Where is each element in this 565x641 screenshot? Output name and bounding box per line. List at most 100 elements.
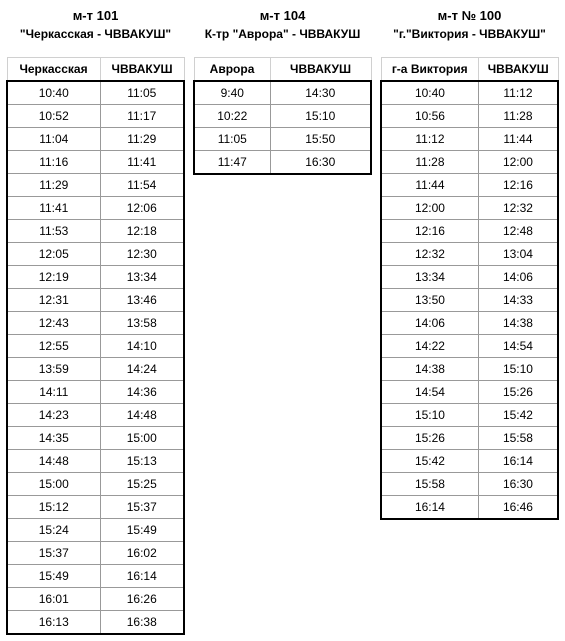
time-cell: 15:00 xyxy=(7,473,100,496)
time-cell: 16:38 xyxy=(100,611,184,635)
table-row: 10:5211:17 xyxy=(7,105,184,128)
time-cell: 12:32 xyxy=(478,197,558,220)
col-header: Черкасская xyxy=(7,58,100,82)
time-cell: 14:10 xyxy=(100,335,184,358)
table-row: 15:0015:25 xyxy=(7,473,184,496)
table-row: 12:1612:48 xyxy=(381,220,558,243)
table-row: 10:4011:05 xyxy=(7,81,184,105)
time-cell: 15:10 xyxy=(270,105,371,128)
time-cell: 11:29 xyxy=(7,174,100,197)
time-cell: 12:05 xyxy=(7,243,100,266)
time-cell: 12:55 xyxy=(7,335,100,358)
time-cell: 15:58 xyxy=(478,427,558,450)
table-row: 11:2812:00 xyxy=(381,151,558,174)
time-cell: 11:47 xyxy=(194,151,270,175)
time-cell: 12:19 xyxy=(7,266,100,289)
time-cell: 14:38 xyxy=(381,358,478,381)
time-cell: 14:48 xyxy=(100,404,184,427)
time-cell: 16:02 xyxy=(100,542,184,565)
table-row: 13:5914:24 xyxy=(7,358,184,381)
table-row: 15:2415:49 xyxy=(7,519,184,542)
time-cell: 12:31 xyxy=(7,289,100,312)
col-header: г-а Виктория xyxy=(381,58,478,82)
table-body: 10:4011:1210:5611:2811:1211:4411:2812:00… xyxy=(381,81,558,519)
time-cell: 11:17 xyxy=(100,105,184,128)
table-row: 15:5816:30 xyxy=(381,473,558,496)
time-cell: 15:42 xyxy=(381,450,478,473)
table-row: 10:4011:12 xyxy=(381,81,558,105)
time-cell: 14:38 xyxy=(478,312,558,335)
table-row: 12:0512:30 xyxy=(7,243,184,266)
time-cell: 14:30 xyxy=(270,81,371,105)
route-title: м-т 101 xyxy=(6,6,185,25)
table-row: 12:1913:34 xyxy=(7,266,184,289)
time-cell: 16:14 xyxy=(100,565,184,588)
time-cell: 13:04 xyxy=(478,243,558,266)
time-cell: 16:30 xyxy=(478,473,558,496)
time-cell: 14:23 xyxy=(7,404,100,427)
route-block-104: м-т 104 К-тр "Аврора" - ЧВВАКУШ Аврора Ч… xyxy=(193,6,372,175)
time-cell: 12:16 xyxy=(381,220,478,243)
route-block-101: м-т 101 "Черкасская - ЧВВАКУШ" Черкасска… xyxy=(6,6,185,635)
time-cell: 11:12 xyxy=(381,128,478,151)
table-row: 11:1211:44 xyxy=(381,128,558,151)
table-row: 11:4716:30 xyxy=(194,151,371,175)
time-cell: 15:10 xyxy=(478,358,558,381)
time-cell: 11:41 xyxy=(7,197,100,220)
time-cell: 10:40 xyxy=(7,81,100,105)
time-cell: 14:06 xyxy=(478,266,558,289)
time-cell: 11:44 xyxy=(478,128,558,151)
time-cell: 15:13 xyxy=(100,450,184,473)
table-row: 15:2615:58 xyxy=(381,427,558,450)
table-row: 10:5611:28 xyxy=(381,105,558,128)
time-cell: 10:52 xyxy=(7,105,100,128)
time-cell: 15:50 xyxy=(270,128,371,151)
schedule-table-101: Черкасская ЧВВАКУШ 10:4011:0510:5211:171… xyxy=(6,57,185,635)
time-cell: 15:10 xyxy=(381,404,478,427)
time-cell: 15:37 xyxy=(7,542,100,565)
time-cell: 9:40 xyxy=(194,81,270,105)
time-cell: 12:18 xyxy=(100,220,184,243)
schedule-table-104: Аврора ЧВВАКУШ 9:4014:3010:2215:1011:051… xyxy=(193,57,372,175)
time-cell: 12:16 xyxy=(478,174,558,197)
table-row: 14:1114:36 xyxy=(7,381,184,404)
time-cell: 15:37 xyxy=(100,496,184,519)
time-cell: 13:50 xyxy=(381,289,478,312)
col-header: ЧВВАКУШ xyxy=(270,58,371,82)
time-cell: 14:24 xyxy=(100,358,184,381)
time-cell: 11:12 xyxy=(478,81,558,105)
table-row: 11:4112:06 xyxy=(7,197,184,220)
table-row: 12:4313:58 xyxy=(7,312,184,335)
col-header: Аврора xyxy=(194,58,270,82)
time-cell: 16:01 xyxy=(7,588,100,611)
time-cell: 13:58 xyxy=(100,312,184,335)
table-row: 13:3414:06 xyxy=(381,266,558,289)
table-row: 15:4216:14 xyxy=(381,450,558,473)
time-cell: 11:28 xyxy=(381,151,478,174)
table-row: 14:2314:48 xyxy=(7,404,184,427)
table-row: 11:0515:50 xyxy=(194,128,371,151)
time-cell: 15:26 xyxy=(478,381,558,404)
time-cell: 11:54 xyxy=(100,174,184,197)
time-cell: 11:16 xyxy=(7,151,100,174)
time-cell: 16:46 xyxy=(478,496,558,520)
col-header: ЧВВАКУШ xyxy=(100,58,184,82)
time-cell: 15:24 xyxy=(7,519,100,542)
schedule-table-100: г-а Виктория ЧВВАКУШ 10:4011:1210:5611:2… xyxy=(380,57,559,520)
table-body: 10:4011:0510:5211:1711:04 11:2911:16 11:41… xyxy=(7,81,184,634)
time-cell: 15:42 xyxy=(478,404,558,427)
time-cell: 12:43 xyxy=(7,312,100,335)
time-cell: 11:04 xyxy=(7,128,100,151)
time-cell: 11:05 xyxy=(194,128,270,151)
time-cell: 15:26 xyxy=(381,427,478,450)
time-cell: 15:12 xyxy=(7,496,100,519)
time-cell: 13:34 xyxy=(100,266,184,289)
route-subtitle: "Черкасская - ЧВВАКУШ" xyxy=(6,25,185,57)
table-row: 15:1015:42 xyxy=(381,404,558,427)
time-cell: 11:28 xyxy=(478,105,558,128)
table-row: 14:3815:10 xyxy=(381,358,558,381)
time-cell: 15:00 xyxy=(100,427,184,450)
table-row: 15:4916:14 xyxy=(7,565,184,588)
table-row: 12:3213:04 xyxy=(381,243,558,266)
table-row: 14:5415:26 xyxy=(381,381,558,404)
